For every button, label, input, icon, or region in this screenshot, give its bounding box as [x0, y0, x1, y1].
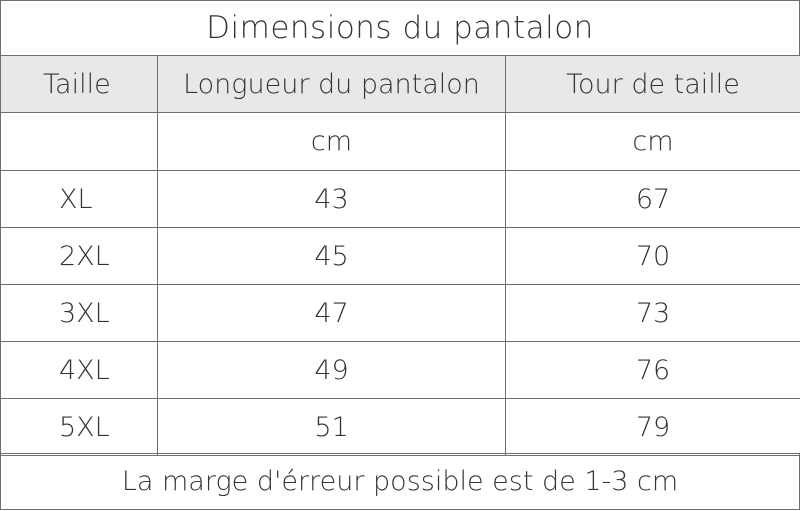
table-row: 4XL 49 76 — [0, 341, 800, 399]
unit-row: cm cm — [0, 112, 800, 171]
header-size: Taille — [0, 55, 158, 113]
length-cell: 51 — [157, 398, 506, 456]
unit-length: cm — [157, 112, 506, 171]
length-cell: 49 — [157, 341, 506, 399]
size-cell: 4XL — [0, 341, 158, 399]
size-cell: XL — [0, 170, 158, 228]
waist-cell: 76 — [505, 341, 800, 399]
waist-cell: 70 — [505, 227, 800, 285]
error-margin-note: La marge d'érreur possible est de 1-3 cm — [0, 453, 800, 510]
table-row: 3XL 47 73 — [0, 284, 800, 342]
length-cell: 47 — [157, 284, 506, 342]
waist-cell: 67 — [505, 170, 800, 228]
unit-waist: cm — [505, 112, 800, 171]
header-length: Longueur du pantalon — [157, 55, 506, 113]
length-cell: 45 — [157, 227, 506, 285]
waist-cell: 79 — [505, 398, 800, 456]
waist-cell: 73 — [505, 284, 800, 342]
table-row: XL 43 67 — [0, 170, 800, 228]
chart-title: Dimensions du pantalon — [0, 0, 800, 56]
unit-size — [0, 112, 158, 171]
header-row: Taille Longueur du pantalon Tour de tail… — [0, 55, 800, 113]
size-cell: 2XL — [0, 227, 158, 285]
length-cell: 43 — [157, 170, 506, 228]
dimensions-table: Taille Longueur du pantalon Tour de tail… — [0, 55, 800, 456]
table-row: 5XL 51 79 — [0, 398, 800, 456]
size-cell: 5XL — [0, 398, 158, 456]
size-cell: 3XL — [0, 284, 158, 342]
header-waist: Tour de taille — [505, 55, 800, 113]
table-row: 2XL 45 70 — [0, 227, 800, 285]
